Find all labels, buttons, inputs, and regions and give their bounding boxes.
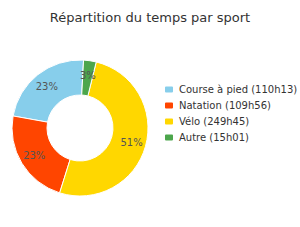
svg-text:3%: 3%	[80, 70, 96, 81]
svg-text:Autre (15h01): Autre (15h01)	[179, 132, 249, 143]
svg-text:Répartition du temps par sport: Répartition du temps par sport	[50, 10, 250, 25]
svg-text:Course à pied (110h13): Course à pied (110h13)	[179, 84, 297, 95]
svg-text:51%: 51%	[120, 137, 142, 148]
svg-text:23%: 23%	[36, 81, 58, 92]
svg-text:Vélo (249h45): Vélo (249h45)	[179, 116, 249, 127]
svg-text:Natation (109h56): Natation (109h56)	[179, 100, 271, 111]
svg-text:23%: 23%	[23, 150, 45, 161]
